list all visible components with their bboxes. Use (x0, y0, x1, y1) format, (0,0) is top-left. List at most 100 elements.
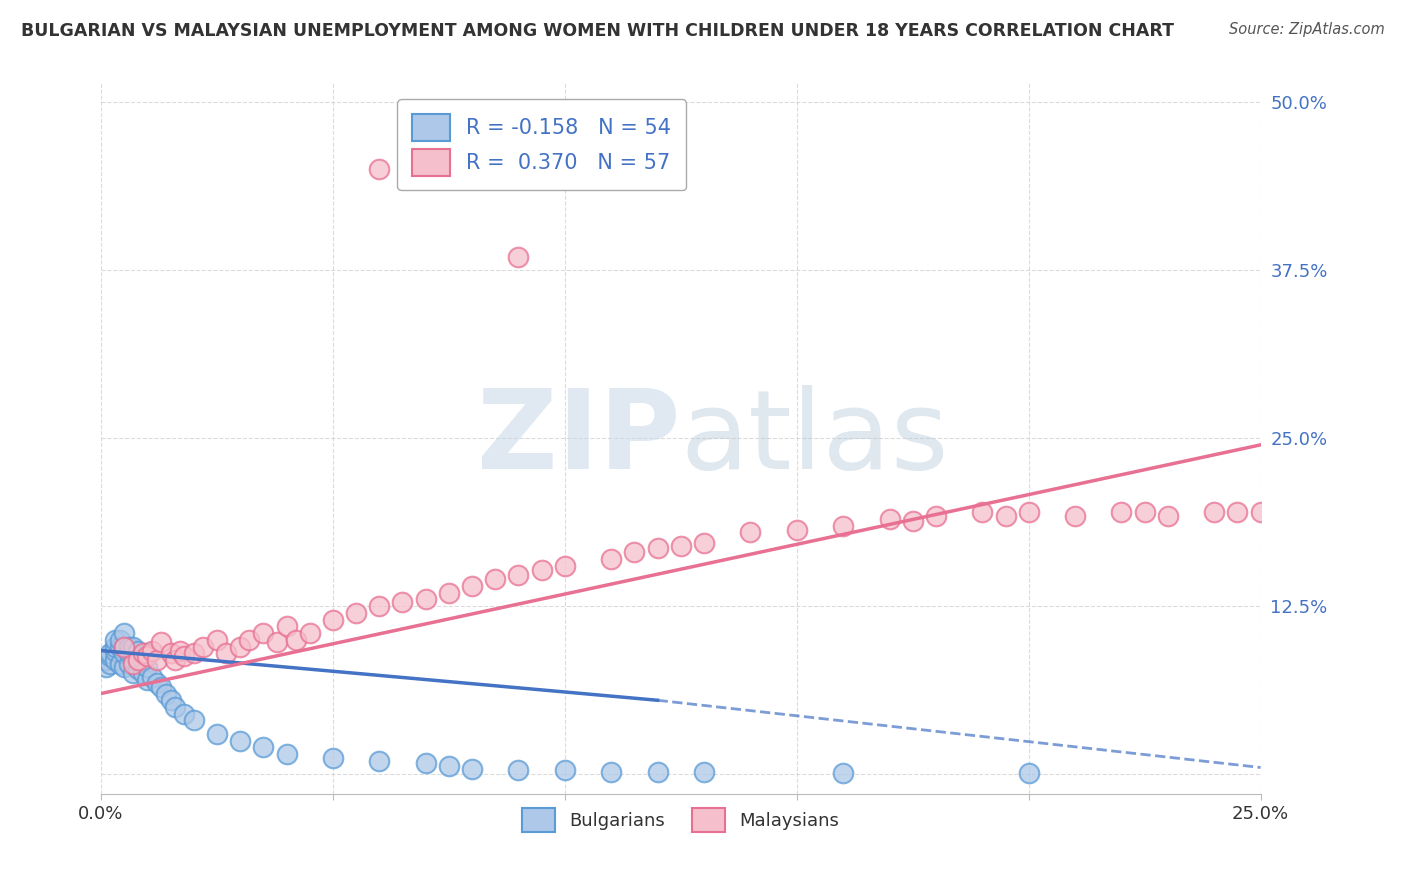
Point (159, 646, 181, 660)
Point (118, 646, 141, 660)
Point (127, 662, 149, 676)
Point (623, 545, 645, 559)
Point (322, 751, 344, 765)
Point (136, 648, 159, 663)
Point (1250, 505, 1272, 519)
Point (127, 653, 149, 667)
Point (276, 747, 298, 761)
Point (165, 700, 187, 714)
Point (122, 666, 145, 681)
Point (98, 646, 121, 660)
Point (229, 733, 252, 747)
Point (112, 659, 135, 673)
Point (252, 740, 274, 755)
Point (284, 632, 307, 647)
Point (437, 759, 460, 773)
Point (972, 505, 994, 519)
Point (173, 706, 195, 721)
Point (554, 763, 576, 777)
Point (122, 657, 145, 671)
Point (145, 675, 167, 690)
Point (141, 643, 163, 657)
Point (215, 646, 238, 660)
Point (127, 643, 149, 657)
Legend: Bulgarians, Malaysians: Bulgarians, Malaysians (515, 801, 846, 838)
Point (368, 162, 391, 177)
Point (108, 657, 131, 671)
Point (191, 640, 214, 654)
Point (145, 653, 167, 667)
Point (276, 619, 298, 633)
Point (1157, 509, 1180, 524)
Point (508, 250, 530, 264)
Point (1018, 765, 1040, 780)
Point (252, 626, 274, 640)
Point (122, 653, 145, 667)
Point (104, 643, 127, 657)
Point (786, 523, 808, 537)
Point (832, 765, 855, 780)
Point (112, 646, 135, 660)
Point (183, 714, 205, 728)
Point (484, 572, 506, 586)
Point (98, 657, 121, 671)
Point (104, 653, 127, 667)
Point (1133, 505, 1156, 519)
Point (155, 687, 177, 701)
Point (669, 539, 692, 553)
Point (183, 646, 205, 660)
Point (112, 640, 135, 654)
Point (554, 558, 576, 573)
Point (508, 763, 530, 777)
Point (1204, 505, 1226, 519)
Point (122, 640, 145, 654)
Point (901, 515, 924, 529)
Point (1111, 505, 1133, 519)
Point (173, 648, 195, 663)
Point (437, 585, 460, 599)
Point (1226, 505, 1249, 519)
Text: ZIP: ZIP (478, 384, 681, 491)
Point (647, 764, 669, 779)
Point (131, 666, 153, 681)
Point (1064, 509, 1087, 524)
Point (925, 509, 948, 524)
Point (994, 509, 1017, 524)
Point (530, 563, 553, 577)
Point (368, 754, 391, 768)
Point (391, 595, 413, 609)
Point (127, 653, 149, 667)
Text: atlas: atlas (681, 384, 949, 491)
Point (131, 653, 153, 667)
Point (298, 626, 321, 640)
Point (118, 657, 141, 671)
Point (1018, 505, 1040, 519)
Point (131, 646, 153, 660)
Point (693, 764, 716, 779)
Point (104, 640, 127, 654)
Point (368, 599, 391, 614)
Point (238, 632, 260, 647)
Point (266, 635, 288, 649)
Point (165, 653, 187, 667)
Point (647, 541, 669, 556)
Point (104, 632, 127, 647)
Text: BULGARIAN VS MALAYSIAN UNEMPLOYMENT AMONG WOMEN WITH CHILDREN UNDER 18 YEARS COR: BULGARIAN VS MALAYSIAN UNEMPLOYMENT AMON… (21, 22, 1174, 40)
Point (136, 673, 159, 687)
Point (150, 680, 173, 694)
Point (322, 613, 344, 627)
Point (141, 670, 163, 684)
Point (693, 536, 716, 550)
Point (832, 518, 855, 533)
Point (879, 512, 901, 526)
Point (150, 635, 173, 649)
Point (415, 756, 437, 771)
Point (112, 640, 135, 654)
Point (205, 727, 228, 741)
Point (118, 640, 141, 654)
Point (461, 762, 484, 776)
Point (229, 640, 252, 654)
Point (740, 525, 762, 540)
Point (108, 632, 131, 647)
Point (112, 626, 135, 640)
